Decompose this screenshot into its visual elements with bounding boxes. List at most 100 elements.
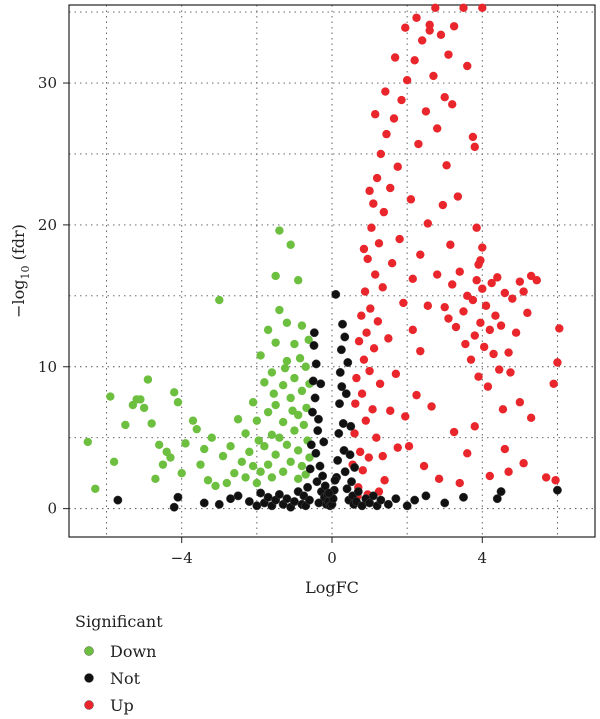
point-up — [369, 344, 379, 353]
point-down — [151, 474, 160, 484]
point-up — [551, 476, 560, 485]
point-up — [363, 254, 372, 264]
point-up — [378, 451, 387, 461]
point-up — [519, 287, 528, 296]
point-not — [350, 463, 359, 472]
point-up — [373, 317, 383, 326]
point-up — [419, 461, 429, 471]
point-up — [362, 328, 371, 337]
point-down — [260, 442, 269, 451]
point-down — [286, 457, 295, 467]
point-down — [241, 429, 250, 438]
point-up — [526, 413, 536, 423]
point-up — [359, 355, 369, 364]
point-down — [83, 437, 92, 447]
point-down — [282, 356, 292, 366]
point-down — [299, 420, 309, 430]
point-up — [449, 22, 459, 31]
point-not — [347, 477, 356, 487]
point-down — [254, 436, 263, 445]
point-not — [113, 495, 123, 505]
point-up — [463, 449, 472, 458]
point-up — [359, 244, 369, 254]
point-up — [365, 186, 374, 196]
point-up — [412, 13, 421, 22]
point-up — [485, 325, 494, 335]
point-up — [519, 459, 528, 468]
point-up — [511, 328, 521, 337]
point-up — [357, 389, 367, 398]
point-up — [459, 3, 468, 13]
point-not — [410, 495, 420, 505]
point-up — [364, 453, 374, 462]
point-down — [293, 474, 303, 484]
point-down — [106, 392, 115, 401]
legend-item-up: Up — [84, 696, 134, 715]
point-up — [461, 339, 470, 349]
point-down — [286, 393, 295, 403]
point-up — [500, 444, 510, 454]
point-up — [369, 199, 378, 208]
point-up — [404, 442, 414, 451]
point-not — [314, 414, 323, 424]
point-down — [282, 440, 292, 449]
point-up — [448, 100, 457, 109]
point-not — [343, 358, 353, 367]
point-up — [366, 304, 375, 313]
point-not — [169, 502, 179, 512]
point-down — [158, 460, 168, 469]
point-down — [170, 388, 179, 397]
point-not — [199, 498, 209, 508]
point-not — [459, 492, 468, 502]
point-up — [468, 295, 478, 305]
point-up — [433, 270, 442, 279]
point-up — [357, 311, 366, 320]
point-up — [429, 71, 438, 81]
point-up — [401, 412, 410, 421]
point-down — [290, 373, 299, 383]
point-up — [498, 405, 508, 414]
point-up — [427, 402, 436, 411]
point-down — [290, 426, 299, 435]
point-down — [188, 416, 198, 425]
point-down — [286, 240, 295, 249]
y-axis-title-prefix: −log — [9, 279, 28, 317]
point-up — [470, 142, 479, 152]
legend: Significant Down Not Up — [75, 612, 163, 715]
point-up — [352, 373, 361, 383]
point-not — [263, 492, 273, 502]
point-down — [263, 460, 273, 469]
point-not — [303, 482, 313, 492]
point-not — [244, 497, 254, 506]
legend-label-up: Up — [110, 696, 134, 715]
point-down — [109, 457, 119, 467]
point-down — [203, 476, 213, 485]
point-down — [290, 339, 299, 349]
point-up — [448, 280, 457, 289]
point-up — [470, 422, 479, 431]
point-up — [425, 26, 434, 35]
y-axis-title: −log10 (fdr) — [9, 224, 32, 318]
point-not — [311, 359, 321, 369]
point-up — [474, 372, 483, 381]
point-not — [308, 407, 317, 417]
point-up — [386, 406, 395, 415]
point-up — [504, 467, 513, 476]
point-up — [421, 107, 431, 116]
point-up — [416, 250, 425, 259]
point-up — [549, 379, 558, 388]
point-up — [367, 223, 376, 232]
point-up — [402, 75, 412, 85]
point-not — [311, 448, 321, 458]
point-not — [383, 499, 393, 509]
point-down — [143, 375, 153, 384]
point-not — [336, 345, 346, 355]
point-up — [360, 287, 370, 296]
point-down — [288, 406, 297, 415]
point-down — [230, 468, 239, 478]
point-up — [384, 334, 393, 343]
point-down — [267, 430, 277, 440]
point-not — [421, 491, 431, 501]
point-up — [416, 346, 425, 356]
